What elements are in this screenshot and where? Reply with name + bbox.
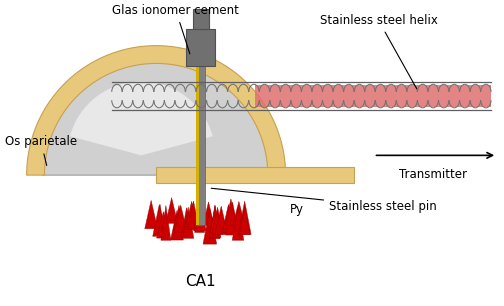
Polygon shape	[157, 212, 170, 238]
Polygon shape	[233, 201, 245, 226]
Polygon shape	[222, 204, 235, 233]
Polygon shape	[232, 207, 244, 240]
Polygon shape	[215, 206, 228, 235]
Polygon shape	[173, 205, 185, 231]
Polygon shape	[182, 207, 194, 238]
Polygon shape	[181, 208, 192, 238]
Polygon shape	[145, 200, 158, 229]
Wedge shape	[70, 81, 213, 155]
Polygon shape	[27, 46, 286, 175]
Polygon shape	[166, 198, 178, 223]
Polygon shape	[209, 205, 221, 238]
Text: Glas ionomer cement: Glas ionomer cement	[112, 4, 239, 54]
Polygon shape	[194, 201, 206, 231]
Text: Transmitter: Transmitter	[399, 168, 467, 181]
Polygon shape	[203, 202, 214, 225]
Polygon shape	[170, 211, 183, 240]
Polygon shape	[161, 206, 171, 240]
Polygon shape	[155, 204, 165, 233]
FancyBboxPatch shape	[196, 9, 199, 225]
Polygon shape	[187, 201, 199, 229]
Polygon shape	[238, 201, 251, 234]
Polygon shape	[239, 206, 249, 235]
FancyBboxPatch shape	[193, 9, 209, 29]
Polygon shape	[210, 205, 220, 239]
Polygon shape	[195, 204, 205, 233]
FancyBboxPatch shape	[255, 85, 491, 107]
Text: Stainless steel pin: Stainless steel pin	[211, 188, 437, 213]
Polygon shape	[226, 202, 239, 235]
Text: Stainless steel helix: Stainless steel helix	[320, 14, 437, 89]
Text: Py: Py	[290, 203, 303, 216]
FancyBboxPatch shape	[196, 9, 205, 225]
Text: Os parietale: Os parietale	[5, 136, 77, 166]
Polygon shape	[153, 205, 166, 236]
Text: CA1: CA1	[185, 274, 216, 289]
Polygon shape	[185, 201, 199, 230]
Wedge shape	[42, 62, 270, 175]
Polygon shape	[203, 209, 217, 244]
Polygon shape	[212, 207, 223, 234]
Polygon shape	[174, 205, 187, 233]
Polygon shape	[225, 199, 237, 225]
FancyBboxPatch shape	[186, 29, 215, 66]
FancyBboxPatch shape	[156, 167, 354, 183]
